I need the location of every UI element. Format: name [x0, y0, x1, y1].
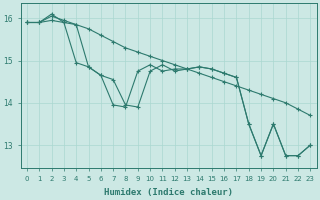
- X-axis label: Humidex (Indice chaleur): Humidex (Indice chaleur): [104, 188, 233, 197]
